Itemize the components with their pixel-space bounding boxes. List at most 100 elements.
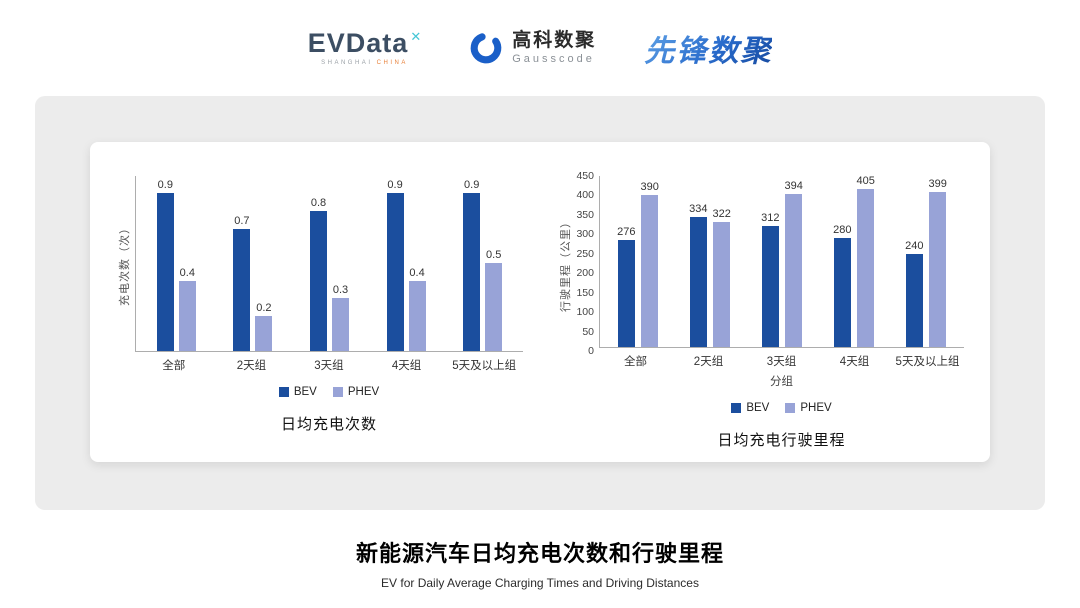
gausscode-text: 高科数聚 Gausscode <box>512 30 596 65</box>
category-label: 4天组 <box>391 360 422 372</box>
bar-rect <box>929 192 947 347</box>
bar-bev: 334 <box>689 203 708 347</box>
x-axis-label: 分组 <box>770 376 793 388</box>
bar-rect <box>309 211 327 351</box>
bar-phev: 399 <box>929 179 947 347</box>
bar-phev: 0.2 <box>255 303 273 351</box>
bar-rect <box>617 240 635 347</box>
y-tick-label: 100 <box>576 306 594 319</box>
bar-rect <box>255 316 273 351</box>
chart-main: 0.9 0.4 0.7 0.2 0.8 0.3 0.9 0.4 0.9 0.5 全部 2天组 3天组 4… <box>135 176 523 444</box>
legend-swatch <box>785 403 796 413</box>
y-tick-label: 350 <box>576 208 594 221</box>
legend-item-phev: PHEV <box>332 386 380 398</box>
legend-label: BEV <box>293 386 317 398</box>
bar-bev: 0.9 <box>463 179 481 351</box>
bar-bev: 0.9 <box>156 179 174 351</box>
bar-value-label: 0.9 <box>464 179 480 191</box>
gausscode-en-name: Gausscode <box>512 53 595 66</box>
y-tick-label: 400 <box>576 189 594 202</box>
bar-rect <box>156 193 174 351</box>
bar-bev: 240 <box>905 241 924 347</box>
chart-main: 276 390 334 322 312 394 280 405 240 399 全部 2天组 3天组 4… <box>599 176 964 449</box>
left-axis-column: 充电次数（次） <box>116 176 135 351</box>
plot-area: 276 390 334 322 312 394 280 405 240 399 <box>599 176 964 348</box>
category-label: 3天组 <box>766 356 797 368</box>
bar-bev: 0.7 <box>233 215 251 351</box>
bar-group: 0.9 0.4 <box>138 180 215 351</box>
bar-group: 240 399 <box>890 179 962 347</box>
chart-daily-driving-distance: 行驶里程（公里） 0 50 100 150 200 250 300 350 400 450 276… <box>557 164 964 449</box>
legend-item-bev: BEV <box>278 386 317 398</box>
chart-title: 日均充电行驶里程 <box>717 432 846 449</box>
plot-area: 0.9 0.4 0.7 0.2 0.8 0.3 0.9 0.4 0.9 0.5 <box>135 176 523 352</box>
bar-rect <box>408 281 426 351</box>
evdata-tagline-china: CHINA <box>376 60 408 66</box>
logo-bar: EVData ✕ SHANGHAI CHINA 高科数聚 Gausscode 先… <box>0 0 1080 96</box>
y-axis-ticks: 0 50 100 150 200 250 300 350 400 450 <box>573 171 599 357</box>
bar-rect <box>785 194 803 347</box>
bar-value-label: 0.4 <box>179 267 195 279</box>
bar-value-label: 312 <box>761 212 780 224</box>
legend: BEV PHEV <box>135 386 523 398</box>
y-axis-label: 行驶里程（公里） <box>560 215 572 312</box>
bar-group: 0.7 0.2 <box>215 216 292 351</box>
evdata-logo-text: EVData <box>307 28 409 58</box>
bar-group: 0.8 0.3 <box>291 198 368 351</box>
bar-rect <box>689 217 707 347</box>
background-panel: 充电次数（次） 0.9 0.4 0.7 0.2 0.8 0.3 0.9 0.4 0.9 0.5 全… <box>35 96 1045 510</box>
y-tick-label: 450 <box>576 170 594 182</box>
bar-phev: 390 <box>641 182 659 347</box>
legend-label: PHEV <box>347 386 380 398</box>
evdata-tagline-shanghai: SHANGHAI <box>321 60 373 66</box>
evdata-tagline: SHANGHAI CHINA <box>321 60 408 66</box>
bar-value-label: 390 <box>640 181 659 193</box>
category-label: 5天及以上组 <box>895 356 960 368</box>
legend-swatch <box>278 387 289 397</box>
category-label: 5天及以上组 <box>452 360 517 372</box>
page-title: 新能源汽车日均充电次数和行驶里程 <box>355 541 724 566</box>
bar-value-label: 0.4 <box>409 267 425 279</box>
legend: BEV PHEV <box>599 402 964 414</box>
bar-value-label: 405 <box>856 175 875 187</box>
evdata-logo: EVData ✕ SHANGHAI CHINA <box>308 30 421 67</box>
bar-phev: 394 <box>785 181 803 347</box>
bar-rect <box>713 222 731 347</box>
y-tick-label: 50 <box>582 325 594 338</box>
category-labels: 全部 2天组 3天组 4天组 5天及以上组 <box>135 357 523 373</box>
bar-value-label: 334 <box>689 203 708 215</box>
bar-rect <box>463 193 481 351</box>
legend-label: PHEV <box>800 402 832 414</box>
bar-bev: 0.8 <box>309 197 327 351</box>
bar-group: 0.9 0.4 <box>368 180 445 351</box>
bar-value-label: 276 <box>617 226 636 238</box>
bar-value-label: 0.9 <box>157 179 173 191</box>
y-axis-label-wrap: 充电次数（次） <box>116 176 132 351</box>
bar-rect <box>178 281 196 351</box>
gausscode-cn-name: 高科数聚 <box>512 30 597 52</box>
legend-swatch <box>332 387 343 397</box>
bar-group: 280 405 <box>818 176 890 347</box>
bar-rect <box>641 195 659 347</box>
chart-card: 充电次数（次） 0.9 0.4 0.7 0.2 0.8 0.3 0.9 0.4 0.9 0.5 全… <box>90 142 990 462</box>
y-tick-label: 250 <box>576 247 594 260</box>
bar-rect <box>905 254 923 347</box>
bar-bev: 280 <box>833 225 852 347</box>
category-label: 全部 <box>624 356 647 368</box>
y-axis-label: 充电次数（次） <box>119 221 131 306</box>
y-tick-label: 0 <box>588 345 594 357</box>
bar-phev: 0.3 <box>331 285 349 351</box>
bar-phev: 0.4 <box>178 267 196 351</box>
category-label: 2天组 <box>236 360 267 372</box>
bar-value-label: 394 <box>784 180 803 192</box>
bar-value-label: 0.7 <box>234 215 250 227</box>
evdata-wordmark: EVData ✕ <box>308 30 421 57</box>
bar-value-label: 0.8 <box>310 197 327 209</box>
bar-value-label: 0.5 <box>486 249 502 261</box>
bar-phev: 322 <box>713 209 731 347</box>
legend-item-bev: BEV <box>731 402 769 414</box>
gausscode-logo: 高科数聚 Gausscode <box>469 30 596 65</box>
bar-rect <box>386 193 404 351</box>
bar-group: 334 322 <box>674 204 746 347</box>
category-label: 3天组 <box>314 360 344 372</box>
